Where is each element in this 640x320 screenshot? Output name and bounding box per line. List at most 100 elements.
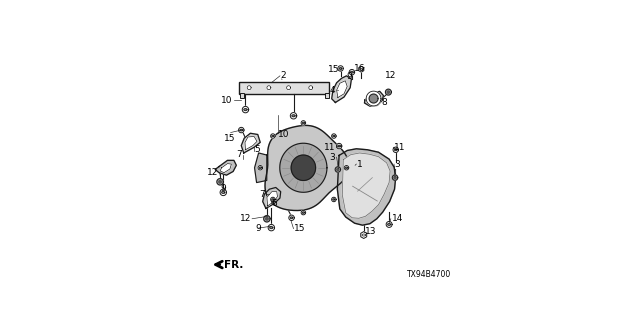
Polygon shape [240, 129, 243, 131]
Text: 16: 16 [355, 64, 366, 73]
Polygon shape [335, 167, 340, 172]
Polygon shape [267, 86, 271, 90]
Polygon shape [385, 89, 391, 95]
Text: 9: 9 [255, 224, 260, 233]
Polygon shape [215, 160, 236, 175]
Text: 9: 9 [346, 72, 352, 81]
Polygon shape [268, 224, 275, 231]
Polygon shape [388, 224, 390, 225]
Polygon shape [308, 86, 313, 90]
Polygon shape [272, 135, 274, 137]
Text: 12: 12 [240, 214, 251, 223]
Polygon shape [271, 197, 275, 202]
Polygon shape [337, 143, 342, 149]
Text: 12: 12 [385, 71, 397, 80]
Polygon shape [291, 155, 316, 180]
Polygon shape [394, 149, 397, 151]
Text: FR.: FR. [224, 260, 243, 269]
Polygon shape [247, 86, 251, 90]
Polygon shape [262, 188, 281, 208]
Polygon shape [302, 122, 305, 124]
Polygon shape [386, 221, 392, 228]
Text: 4: 4 [330, 86, 335, 95]
Polygon shape [221, 191, 225, 193]
Polygon shape [269, 227, 273, 228]
Text: 3: 3 [394, 160, 400, 169]
Polygon shape [344, 165, 349, 170]
Polygon shape [255, 153, 267, 182]
Text: 11: 11 [324, 143, 335, 152]
Text: 3: 3 [330, 153, 335, 162]
Text: 15: 15 [328, 65, 340, 74]
Polygon shape [342, 153, 390, 218]
Polygon shape [280, 143, 327, 192]
Polygon shape [332, 197, 336, 202]
Text: 10: 10 [221, 96, 233, 105]
Polygon shape [337, 149, 396, 225]
Polygon shape [245, 136, 257, 150]
Polygon shape [289, 215, 294, 220]
Text: 9: 9 [220, 184, 226, 193]
Text: 2: 2 [280, 71, 285, 80]
Polygon shape [349, 69, 355, 75]
Polygon shape [394, 177, 396, 179]
Bar [239, 82, 329, 93]
Polygon shape [333, 135, 335, 137]
Bar [324, 92, 329, 98]
Text: 5: 5 [255, 145, 260, 154]
Polygon shape [272, 199, 274, 200]
Polygon shape [290, 217, 293, 219]
Text: 7: 7 [259, 190, 265, 199]
Polygon shape [292, 115, 295, 117]
Polygon shape [393, 147, 399, 153]
Text: 11: 11 [394, 143, 406, 152]
Bar [240, 92, 244, 98]
Text: 1: 1 [357, 160, 363, 169]
Polygon shape [241, 133, 260, 153]
Text: 12: 12 [207, 168, 219, 177]
Polygon shape [332, 76, 351, 102]
Polygon shape [338, 66, 343, 71]
Polygon shape [339, 68, 342, 69]
Text: 14: 14 [392, 214, 403, 223]
Text: 7: 7 [237, 150, 243, 159]
Polygon shape [266, 218, 268, 220]
Polygon shape [264, 216, 270, 222]
Text: TX94B4700: TX94B4700 [407, 270, 451, 279]
Text: 13: 13 [365, 227, 377, 236]
Polygon shape [302, 212, 305, 213]
Text: 10: 10 [278, 130, 289, 139]
Text: 15: 15 [294, 224, 305, 233]
Polygon shape [392, 175, 397, 180]
Polygon shape [239, 127, 244, 133]
Polygon shape [267, 192, 278, 206]
Polygon shape [265, 125, 349, 211]
Polygon shape [243, 107, 249, 113]
Polygon shape [358, 66, 364, 72]
Polygon shape [333, 199, 335, 200]
Text: 15: 15 [224, 134, 235, 143]
Polygon shape [366, 91, 381, 106]
Polygon shape [258, 165, 262, 170]
Polygon shape [301, 210, 305, 215]
Polygon shape [301, 121, 305, 125]
Polygon shape [220, 189, 227, 196]
Polygon shape [369, 94, 378, 103]
Polygon shape [217, 179, 223, 185]
Polygon shape [337, 168, 339, 171]
Polygon shape [337, 81, 348, 98]
Polygon shape [271, 134, 275, 138]
Text: 6: 6 [272, 199, 278, 209]
Polygon shape [244, 109, 247, 111]
Polygon shape [351, 71, 353, 73]
Polygon shape [361, 232, 367, 238]
Polygon shape [364, 92, 383, 106]
Polygon shape [259, 167, 261, 168]
Polygon shape [346, 167, 348, 168]
Polygon shape [287, 86, 291, 90]
Polygon shape [338, 145, 340, 147]
Polygon shape [220, 164, 232, 173]
Text: 8: 8 [381, 98, 387, 107]
Polygon shape [332, 134, 336, 138]
Polygon shape [219, 180, 221, 183]
